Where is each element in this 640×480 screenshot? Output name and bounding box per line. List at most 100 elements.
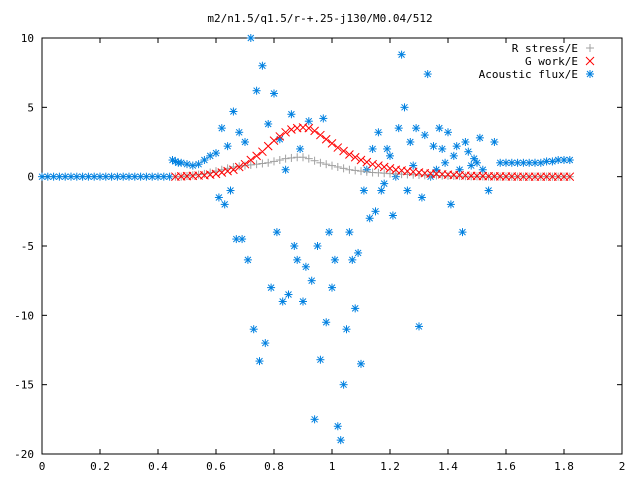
data-point [194,160,203,169]
star-stroke-b [238,235,246,243]
data-point [554,156,563,165]
cross-stroke-b [205,170,215,179]
cross-stroke-b [234,162,244,172]
data-point [246,155,256,165]
data-point [246,34,255,42]
star-stroke-b [459,228,466,236]
star-stroke-b [340,381,347,389]
legend-label: Acoustic flux/E [479,68,578,81]
star-stroke-b [215,194,223,201]
data-point [301,262,310,271]
star-stroke-b [253,87,260,95]
star-stroke-b [508,159,516,167]
data-point [272,228,281,237]
data-point [229,165,238,175]
data-point [383,144,392,153]
data-point [371,207,380,216]
x-tick-label: 0.6 [206,460,226,473]
data-point [310,126,319,136]
cross-stroke-b [229,165,238,175]
data-point [429,142,438,151]
star-stroke-b [296,145,304,153]
star-stroke-b [61,173,69,181]
data-point [362,157,372,167]
data-point [328,283,336,292]
data-point [307,276,316,285]
star-stroke-b [415,323,423,330]
star-stroke-b [377,187,385,194]
star-stroke-b [395,124,403,132]
star-stroke-b [73,173,81,181]
data-point [357,167,365,176]
y-tick-label: 5 [27,101,34,114]
star-stroke-b [386,152,394,160]
star-stroke-b [520,159,527,167]
star-stroke-b [348,256,356,264]
data-point [252,160,261,169]
data-point [211,169,221,179]
data-point [333,143,343,152]
data-point [397,50,406,59]
data-point [287,110,296,119]
data-point [385,163,395,173]
star-stroke-b [453,142,461,150]
data-point [409,161,418,170]
star-stroke-b [450,152,458,160]
data-point [394,124,403,133]
star-stroke-b [467,162,475,169]
data-point [406,138,415,146]
data-point [316,158,325,167]
data-point [264,158,273,167]
star-stroke-b [398,51,405,58]
cross-stroke-b [316,130,325,140]
data-point [449,151,458,160]
data-point [194,170,203,179]
star-stroke-b [531,159,539,167]
data-point [438,144,447,153]
data-point [235,128,244,137]
plot-axes: 0 0.2 0.4 0.6 0.8 1 1.2 1.4 1.6 1.8 2 10 5 0 -5 -10 -15 -… [14,32,625,473]
cross-stroke-b [240,159,250,169]
cross-stroke-b [182,171,192,181]
star-stroke-b [267,284,275,291]
data-point [403,186,412,195]
data-point [113,172,122,181]
star-stroke-b [143,173,150,181]
star-stroke-b [302,263,310,271]
star-stroke-b [108,173,115,181]
data-point [281,165,290,174]
data-point [435,124,444,133]
star-stroke-b [366,214,374,222]
data-point [441,158,450,167]
data-point [322,160,331,169]
star-stroke-b [206,152,214,160]
data-point [417,193,426,202]
cross-stroke-b [368,159,377,169]
star-stroke-b [485,187,492,194]
data-point [420,131,429,140]
star-stroke-b [354,249,362,257]
x-tick-label: 1 [329,460,336,473]
star-stroke-b [160,173,168,181]
cross-stroke-b [292,123,302,133]
data-point [470,154,479,163]
data-point [467,161,476,170]
star-stroke-b [444,128,452,136]
star-stroke-b [314,242,321,250]
star-stroke-b [479,166,487,174]
star-stroke-b [430,142,437,150]
data-point [249,325,258,334]
legend-label: R stress/E [512,42,578,55]
star-stroke-b [424,70,432,78]
star-stroke-b [261,339,269,347]
data-point [217,124,226,133]
star-stroke-b [554,156,562,164]
star-stroke-b [230,108,237,115]
cross-stroke-b [339,146,348,156]
data-point [240,159,250,169]
data-point [502,158,510,167]
star-stroke-b [470,155,478,162]
data-point [336,436,345,445]
star-stroke-b [380,180,388,187]
